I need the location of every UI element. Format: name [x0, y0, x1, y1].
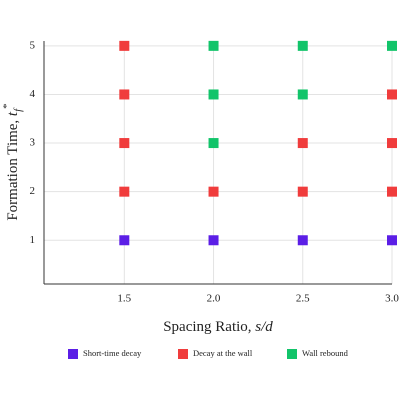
- marker: [119, 186, 130, 197]
- marker: [387, 89, 397, 100]
- marker: [119, 40, 130, 51]
- marker: [208, 186, 219, 197]
- marker: [297, 89, 308, 100]
- marker: [387, 186, 397, 197]
- x-tick-label: 2.0: [207, 293, 221, 305]
- y-tick-label: 2: [30, 185, 36, 197]
- y-tick-label: 1: [30, 234, 36, 246]
- legend-label: Short-time decay: [83, 348, 142, 358]
- legend-swatch: [287, 349, 297, 359]
- x-tick-label: 1.5: [117, 293, 131, 305]
- x-tick-label: 3.0: [385, 293, 399, 305]
- marker: [119, 89, 130, 100]
- y-tick-label: 4: [30, 88, 36, 100]
- marker: [208, 235, 219, 246]
- marker: [297, 235, 308, 246]
- marker: [297, 138, 308, 149]
- marker: [119, 138, 130, 149]
- marker: [208, 138, 219, 149]
- x-axis-label: Spacing Ratio, s/d: [163, 319, 273, 335]
- legend-label: Decay at the wall: [193, 348, 253, 358]
- y-tick-label: 5: [30, 39, 36, 51]
- marker: [387, 235, 397, 246]
- marker: [208, 89, 219, 100]
- legend-swatch: [178, 349, 188, 359]
- marker: [208, 40, 219, 51]
- marker: [297, 40, 308, 51]
- marker: [119, 235, 130, 246]
- y-tick-label: 3: [30, 137, 36, 149]
- marker: [387, 40, 397, 51]
- y-axis-label: Formation Time, tf*: [1, 103, 24, 220]
- legend-swatch: [68, 349, 78, 359]
- marker: [297, 186, 308, 197]
- marker: [387, 138, 397, 149]
- legend-label: Wall rebound: [302, 348, 349, 358]
- x-tick-label: 2.5: [296, 293, 310, 305]
